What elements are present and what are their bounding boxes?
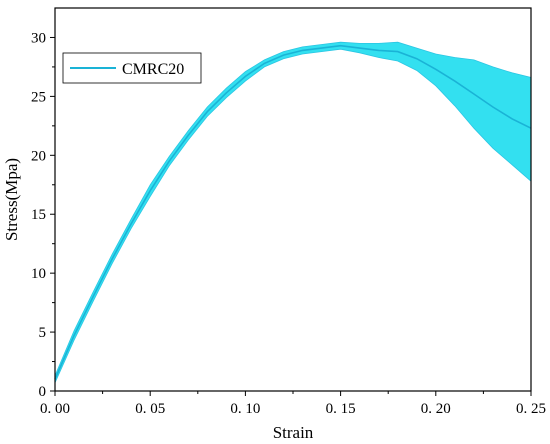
y-axis-ticks: 0 5 10 15 20 25 30 (31, 30, 55, 400)
x-tick-label: 0. 25 (516, 401, 546, 417)
legend-label-cmrc20: CMRC20 (122, 61, 184, 78)
y-tick-label: 5 (39, 325, 47, 341)
y-tick-label: 15 (31, 207, 46, 223)
y-tick-label: 25 (31, 89, 46, 105)
legend: CMRC20 (62, 52, 202, 84)
y-axis-title: Stress(Mpa) (2, 158, 21, 241)
series-line-layer (54, 44, 532, 380)
cmrc20-mean-line (54, 44, 532, 380)
x-axis-ticks: 0. 00 0. 05 0. 10 0. 15 0. 20 0. 25 (40, 391, 546, 417)
x-axis-title: Strain (273, 423, 314, 442)
y-tick-label: 10 (31, 266, 46, 282)
y-tick-label: 30 (31, 30, 46, 46)
cmrc20-confidence-band (54, 41, 532, 383)
x-tick-label: 0. 15 (326, 401, 356, 417)
x-tick-label: 0. 10 (230, 401, 260, 417)
x-tick-label: 0. 00 (40, 401, 70, 417)
x-tick-label: 0. 05 (135, 401, 165, 417)
y-tick-label: 20 (31, 148, 46, 164)
x-tick-label: 0. 20 (421, 401, 451, 417)
confidence-band-layer (54, 41, 532, 383)
y-tick-label: 0 (39, 384, 47, 400)
